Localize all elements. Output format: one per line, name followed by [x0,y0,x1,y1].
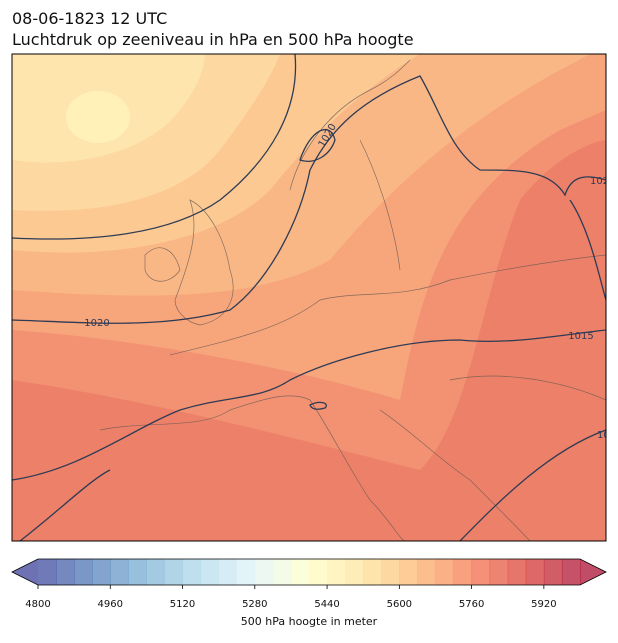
height-band [66,91,130,143]
colorbar-segment [236,559,256,585]
colorbar-segment [381,559,400,585]
colorbar-segment [92,559,111,585]
colorbar-outline [11,558,607,586]
colorbar-segment [543,559,563,585]
map-frame [11,53,607,542]
colorbar-segment [146,559,165,585]
colorbar-extend-low [12,559,38,585]
colorbar-tick-label: 5440 [314,599,339,610]
colorbar-label: 500 hPa hoogte in meter [241,615,378,628]
colorbar-segment [110,559,129,585]
colorbar-segment [200,559,220,585]
colorbar-tick-label: 5920 [531,599,556,610]
colorbar-segment [327,559,346,585]
colorbar-segment [38,559,57,585]
colorbar-tick-label: 5760 [459,599,484,610]
isobars [12,54,606,541]
contour-label: 1015 [568,331,593,342]
colorbar-segment [435,559,455,585]
colorbar-segment [471,559,491,585]
colorbar-segment [489,559,509,585]
colorbar-tick-label: 5120 [170,599,195,610]
colorbar-segment [363,559,382,585]
colorbar-segment [56,559,75,585]
colorbar-segment [525,559,545,585]
colorbar-tick-label: 4800 [25,599,50,610]
colorbar-segment [399,559,418,585]
colorbar-segment [453,559,473,585]
colorbar-extend-high [580,559,606,585]
colorbar-tick-label: 5280 [242,599,267,610]
colorbar-segment [164,559,184,585]
colorbar-segment [272,559,292,585]
colorbar-segment [309,559,328,585]
colorbar: 4800 4960 5120 5280 5440 5600 5760 5920 [11,558,607,610]
contour-label: 1020 [84,318,109,329]
colorbar-segment [290,559,310,585]
colorbar-segment [74,559,93,585]
title: 08-06-1823 12 UTC [12,9,167,28]
colorbar-segment [218,559,238,585]
colorbar-segment [182,559,202,585]
colorbar-segment [417,559,436,585]
map: 1020 1020 1015 102 10 [12,54,610,541]
subtitle: Luchtdruk op zeeniveau in hPa en 500 hPa… [12,30,414,49]
colorbar-tick-label: 4960 [98,599,123,610]
contour-label: 10 [597,430,610,441]
colorbar-segment [507,559,527,585]
contour-label: 102 [590,176,609,187]
colorbar-tick-label: 5600 [387,599,412,610]
colorbar-segment [561,559,581,585]
colorbar-segment [345,559,364,585]
colorbar-segment [254,559,274,585]
colorbar-segment [128,559,147,585]
